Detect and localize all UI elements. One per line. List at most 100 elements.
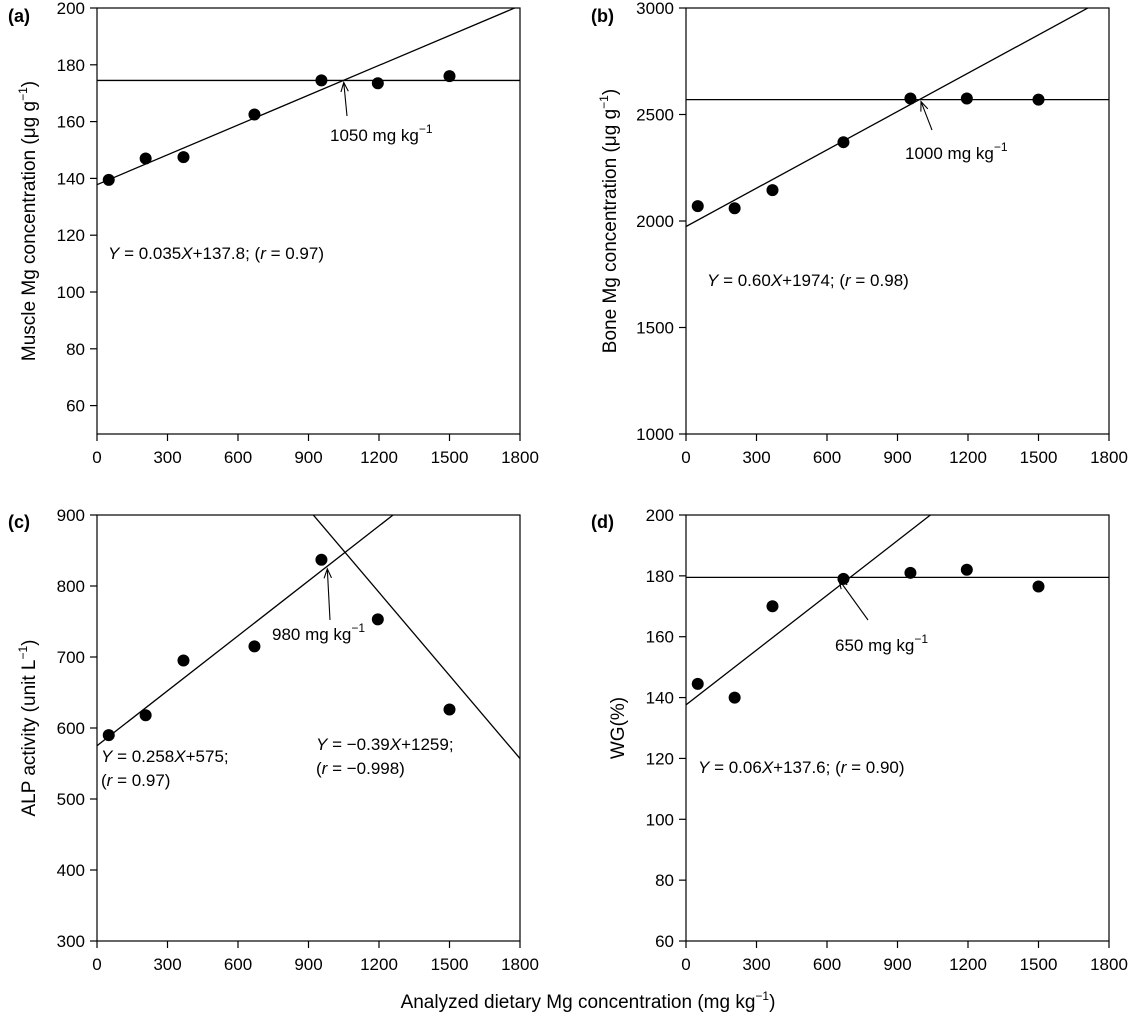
x-tick-label: 1200 bbox=[949, 448, 987, 467]
y-tick-label: 80 bbox=[655, 871, 674, 890]
breakpoint-arrow-head bbox=[323, 567, 332, 579]
breakpoint-arrow bbox=[326, 568, 331, 621]
y-tick-label: 120 bbox=[57, 226, 85, 245]
y-tick-label: 200 bbox=[646, 506, 674, 525]
data-point bbox=[766, 600, 779, 613]
data-point bbox=[248, 640, 261, 653]
data-point bbox=[139, 709, 152, 722]
x-tick-label: 600 bbox=[813, 955, 841, 974]
regression-equation: Y = −0.39X+1259; bbox=[316, 735, 454, 754]
y-tick-label: 2500 bbox=[636, 106, 674, 125]
x-tick-label: 300 bbox=[742, 448, 770, 467]
x-tick-label: 1500 bbox=[1020, 955, 1058, 974]
breakpoint-label: 1050 mg kg−1 bbox=[330, 122, 433, 145]
data-point bbox=[102, 173, 115, 186]
data-point bbox=[315, 553, 328, 566]
panel-label: (c) bbox=[8, 512, 30, 532]
plot-frame bbox=[685, 7, 1110, 435]
x-tick-label: 300 bbox=[153, 955, 181, 974]
data-point bbox=[443, 70, 456, 83]
y-axis-label: Bone Mg concentration (μg g−1) bbox=[597, 89, 621, 353]
data-point bbox=[177, 151, 190, 164]
data-point bbox=[691, 200, 704, 213]
regression-line bbox=[97, 8, 517, 186]
data-point bbox=[766, 184, 779, 197]
y-tick-label: 300 bbox=[57, 932, 85, 951]
breakpoint-arrow-head bbox=[920, 100, 929, 112]
x-tick-label: 0 bbox=[681, 448, 690, 467]
y-tick-label: 200 bbox=[57, 0, 85, 18]
y-tick-label: 100 bbox=[57, 283, 85, 302]
y-tick-label: 700 bbox=[57, 648, 85, 667]
panel-label: (a) bbox=[8, 6, 30, 26]
x-tick-label: 600 bbox=[813, 448, 841, 467]
fit-lines bbox=[686, 8, 1109, 228]
x-tick-label: 1200 bbox=[949, 955, 987, 974]
x-tick-label: 600 bbox=[224, 448, 252, 467]
data-point bbox=[102, 729, 115, 742]
x-tick-label: 0 bbox=[92, 448, 101, 467]
y-tick-label: 60 bbox=[655, 932, 674, 951]
y-tick-label: 800 bbox=[57, 577, 85, 596]
fit-lines bbox=[686, 515, 1109, 706]
data-point bbox=[728, 691, 741, 704]
x-tick-label: 900 bbox=[294, 448, 322, 467]
data-point bbox=[371, 613, 384, 626]
y-tick-label: 80 bbox=[66, 340, 85, 359]
fit-lines bbox=[97, 8, 520, 186]
fit-lines bbox=[97, 515, 520, 759]
x-tick-label: 1800 bbox=[501, 955, 539, 974]
panels: 0 300 600 900 1200 1500 1800608010012014016018… bbox=[8, 0, 1128, 974]
y-tick-label: 2000 bbox=[636, 212, 674, 231]
panel-c: 0 300 600 900 1200 1500 1800 300 400 500 600 700 800… bbox=[8, 506, 539, 974]
x-tick-label: 1500 bbox=[431, 955, 469, 974]
panel-b: 0 300 600 900 1200 1500 1800 1000 1500 2000 2500 30… bbox=[591, 0, 1128, 467]
y-axis-label: Muscle Mg concentration (μg g−1) bbox=[16, 81, 40, 361]
y-tick-label: 1500 bbox=[636, 319, 674, 338]
data-point bbox=[728, 202, 741, 215]
data-point bbox=[904, 566, 917, 579]
y-tick-label: 600 bbox=[57, 719, 85, 738]
data-point bbox=[837, 136, 850, 149]
data-point bbox=[691, 677, 704, 690]
y-axis-label: ALP activity (unit L−1) bbox=[16, 639, 40, 816]
y-tick-label: 160 bbox=[57, 113, 85, 132]
x-tick-label: 1800 bbox=[1090, 448, 1128, 467]
x-tick-label: 1500 bbox=[1020, 448, 1058, 467]
x-tick-label: 1200 bbox=[360, 448, 398, 467]
breakpoint-arrow-head bbox=[837, 578, 848, 590]
data-point bbox=[904, 92, 917, 105]
breakpoint-label: 1000 mg kg−1 bbox=[905, 140, 1008, 163]
regression-line bbox=[686, 515, 932, 706]
regression-equation: (r = −0.998) bbox=[316, 759, 405, 778]
data-point bbox=[248, 108, 261, 121]
x-tick-label: 0 bbox=[681, 955, 690, 974]
panel-d: 0 300 600 900 1200 1500 1800 60 80 100 120 140 160 18… bbox=[591, 506, 1128, 974]
y-tick-label: 60 bbox=[66, 397, 85, 416]
data-point bbox=[1032, 93, 1045, 106]
x-tick-label: 1500 bbox=[431, 448, 469, 467]
data-point bbox=[177, 654, 190, 667]
breakpoint-arrow-head bbox=[340, 80, 349, 93]
plot-frame bbox=[96, 514, 521, 942]
y-tick-label: 120 bbox=[646, 749, 674, 768]
panel-label: (d) bbox=[591, 512, 614, 532]
regression-equation: Y = 0.60X+1974; (r = 0.98) bbox=[707, 271, 909, 290]
y-tick-label: 500 bbox=[57, 790, 85, 809]
x-tick-label: 900 bbox=[883, 955, 911, 974]
y-tick-label: 900 bbox=[57, 506, 85, 525]
breakpoint-label: 650 mg kg−1 bbox=[835, 632, 928, 655]
x-tick-label: 300 bbox=[153, 448, 181, 467]
x-tick-label: 900 bbox=[883, 448, 911, 467]
y-tick-label: 3000 bbox=[636, 0, 674, 18]
data-point bbox=[371, 77, 384, 90]
regression-equation: Y = 0.258X+575; bbox=[101, 747, 229, 766]
data-point bbox=[139, 152, 152, 165]
x-tick-label: 0 bbox=[92, 955, 101, 974]
data-point bbox=[1032, 580, 1045, 593]
data-point bbox=[315, 74, 328, 87]
regression-line bbox=[686, 8, 1090, 228]
y-axis-label: WG(%) bbox=[608, 697, 629, 759]
y-tick-label: 140 bbox=[57, 169, 85, 188]
